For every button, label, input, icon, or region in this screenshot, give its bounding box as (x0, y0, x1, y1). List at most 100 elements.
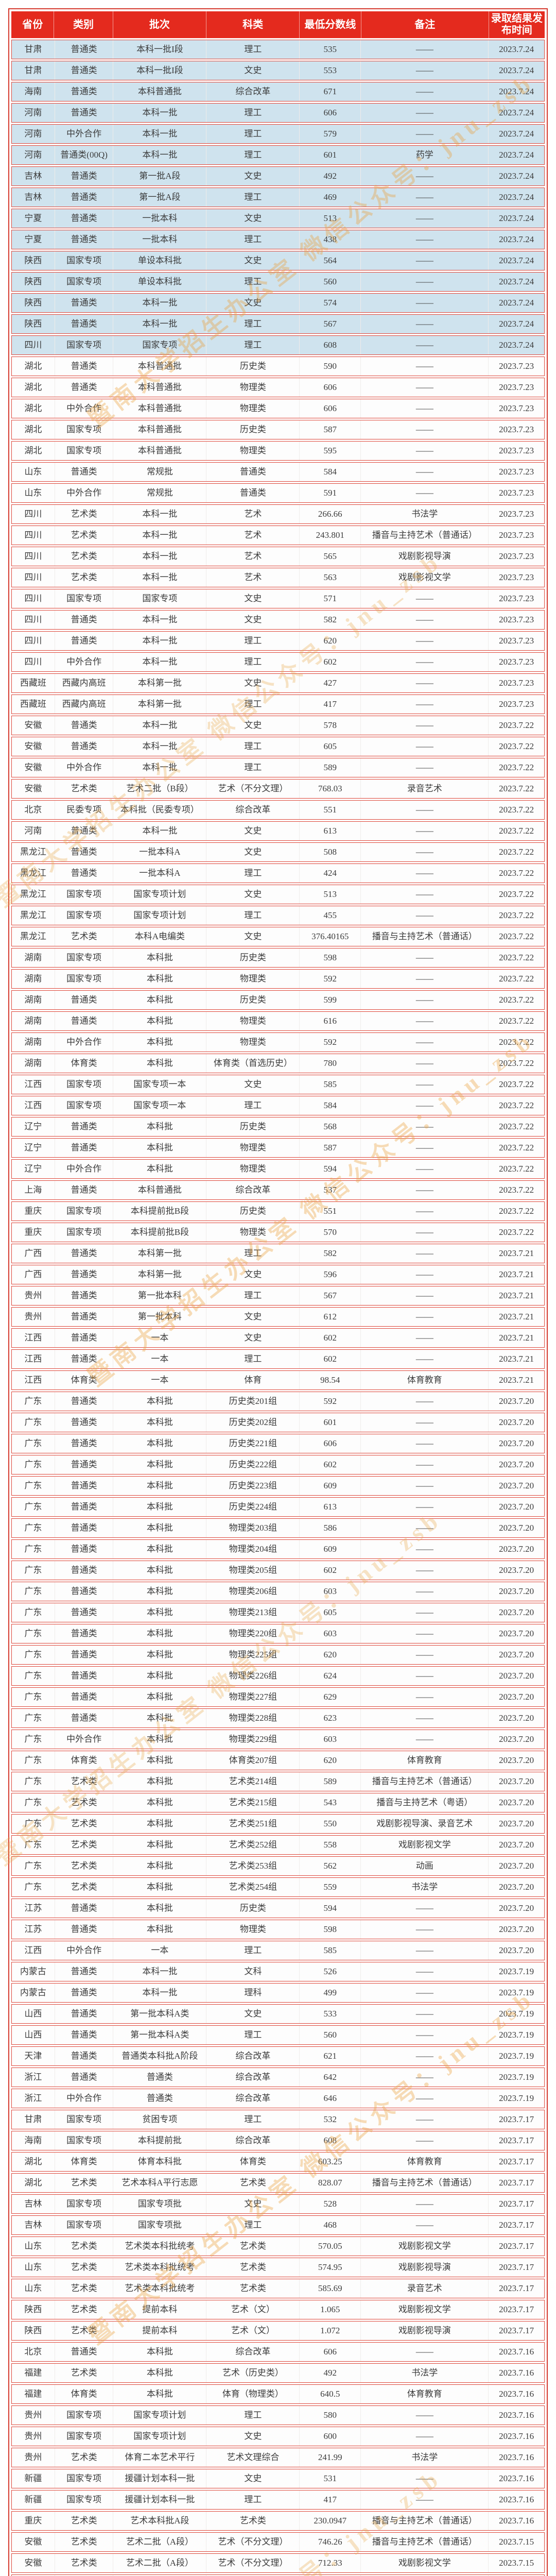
cell-province: 广东 (24, 1671, 42, 1681)
cell-category: 普通类 (54, 2343, 113, 2361)
cell-category: 国家专项 (54, 1223, 113, 1242)
cell-province: 四川 (24, 615, 42, 625)
table-row: 贵州 国家专项 国家专项计划 文史 600 —— 2023.7.16 (11, 2427, 545, 2446)
cell-batch: 体育二本艺术平行 (113, 2448, 206, 2467)
cell-subject: 历史类223组 (206, 1477, 299, 1495)
table-row: 甘肃 普通类 本科一批I段 理工 535 —— 2023.7.24 (11, 40, 545, 59)
table-row: 海南 国家专项 本科提前批 综合改革 608 —— 2023.7.17 (11, 2131, 545, 2150)
cell-batch: 第一批本科 (113, 1286, 206, 1305)
table-row: 广东 普通类 本科批 物理类225组 620 —— 2023.7.20 (11, 1645, 545, 1665)
cell-category: 普通类 (54, 716, 113, 735)
cell-subject: 理工 (206, 2490, 299, 2509)
cell-publish-date: 2023.7.23 (488, 653, 544, 671)
cell-category: 国家专项 (54, 2575, 113, 2576)
table-body: 甘肃 普通类 本科一批I段 理工 535 —— 2023.7.24 甘肃 普通类 本科一批I段 文史… (11, 40, 545, 2576)
cell-province: 广东 (24, 1565, 42, 1575)
cell-province: 广东 (24, 1586, 42, 1597)
cell-province: 河南 (24, 150, 42, 160)
cell-subject: 文史 (206, 2195, 299, 2213)
cell-category: 普通类 (54, 1709, 113, 1727)
cell-remark: 播音与主持艺术（粤语） (360, 1793, 488, 1812)
cell-publish-date: 2023.7.20 (488, 1434, 544, 1453)
column-header-min-score: 最低分数线 (299, 11, 360, 38)
cell-province: 广东 (24, 1734, 42, 1744)
table-row: 陕西 普通类 本科一批 理工 567 —— 2023.7.24 (11, 314, 545, 334)
cell-batch: 国家专项一本 (113, 1096, 206, 1115)
cell-category: 普通类 (54, 2047, 113, 2065)
cell-batch: 本科批 (113, 1139, 206, 1157)
cell-category: 艺术类 (54, 2300, 113, 2319)
cell-subject: 物理类 (206, 1160, 299, 1178)
cell-subject: 理工 (206, 188, 299, 207)
cell-remark: 戏剧影视文学 (360, 1836, 488, 1854)
cell-min-score: 587 (299, 1139, 360, 1157)
cell-remark: —— (360, 378, 488, 397)
cell-subject: 普通类 (206, 484, 299, 502)
cell-publish-date: 2023.7.20 (488, 1455, 544, 1474)
cell-province: 河南 (24, 129, 42, 139)
cell-subject: 物理类 (206, 1033, 299, 1052)
cell-remark: —— (360, 1350, 488, 1368)
cell-category: 体育类 (54, 2153, 113, 2171)
cell-category: 国家专项 (54, 442, 113, 460)
cell-remark: —— (360, 2110, 488, 2129)
cell-province: 黑龙江 (20, 931, 46, 942)
cell-category: 国家专项 (54, 420, 113, 439)
cell-remark: —— (360, 2005, 488, 2023)
table-row: 安徽国家专项国家专项计划理工610——2023.7.15 (11, 2574, 545, 2576)
cell-batch: 本科批 (113, 1751, 206, 1770)
cell-remark: —— (360, 1920, 488, 1939)
cell-remark: —— (360, 653, 488, 671)
cell-batch: 本科一批 (113, 737, 206, 756)
cell-batch: 本科批 (113, 1033, 206, 1052)
cell-province: 湖北 (24, 382, 42, 393)
cell-province: 四川 (24, 509, 42, 519)
cell-publish-date: 2023.7.23 (488, 378, 544, 397)
cell-publish-date: 2023.7.15 (488, 2575, 544, 2576)
table-row: 西藏班 西藏内高班 本科第一批 文史 427 —— 2023.7.23 (11, 673, 545, 693)
cell-remark: —— (360, 970, 488, 988)
cell-remark: —— (360, 2469, 488, 2488)
cell-batch: 本科一批 (113, 315, 206, 333)
cell-publish-date: 2023.7.20 (488, 1751, 544, 1770)
cell-category: 西藏内高班 (54, 674, 113, 692)
cell-province: 广西 (24, 1269, 42, 1280)
cell-min-score: 620 (299, 1646, 360, 1664)
cell-min-score: 601 (299, 146, 360, 164)
table-row: 广东 普通类 本科批 历史类224组 613 —— 2023.7.20 (11, 1497, 545, 1517)
cell-batch: 本科一批 (113, 146, 206, 164)
cell-remark: 书法学 (360, 1878, 488, 1896)
cell-province: 北京 (24, 805, 42, 815)
table-row: 吉林 普通类 第一批A段 文史 492 —— 2023.7.24 (11, 166, 545, 186)
table-row: 西藏班 西藏内高班 本科第一批 理工 417 —— 2023.7.23 (11, 694, 545, 714)
cell-remark: —— (360, 1646, 488, 1664)
cell-remark: 戏剧影视文学 (360, 2237, 488, 2256)
cell-batch: 本科批 (113, 1709, 206, 1727)
cell-remark: —— (360, 2131, 488, 2150)
cell-remark: 书法学 (360, 2448, 488, 2467)
cell-publish-date: 2023.7.23 (488, 589, 544, 608)
cell-min-score: 559 (299, 1878, 360, 1896)
cell-province: 西藏班 (20, 699, 46, 709)
table-row: 山东 普通类 常规批 普通类 584 —— 2023.7.23 (11, 462, 545, 482)
cell-remark: —— (360, 2026, 488, 2044)
table-row: 山西 普通类 第一批本科A类 理工 560 —— 2023.7.19 (11, 2025, 545, 2045)
cell-province: 广东 (24, 1713, 42, 1723)
cell-remark: —— (360, 40, 488, 59)
cell-province: 贵州 (24, 2452, 42, 2463)
cell-batch: 本科批 (113, 1392, 206, 1411)
cell-remark: —— (360, 1160, 488, 1178)
cell-category: 艺术类 (54, 2258, 113, 2277)
cell-batch: 本科提前批B段 (113, 1202, 206, 1221)
cell-publish-date: 2023.7.24 (488, 61, 544, 80)
cell-publish-date: 2023.7.24 (488, 82, 544, 101)
cell-remark: —— (360, 1117, 488, 1136)
cell-batch: 本科批 (113, 1160, 206, 1178)
cell-batch: 本科第一批 (113, 695, 206, 714)
cell-publish-date: 2023.7.20 (488, 1836, 544, 1854)
cell-remark: —— (360, 273, 488, 291)
cell-publish-date: 2023.7.22 (488, 1117, 544, 1136)
cell-subject: 物理类213组 (206, 1603, 299, 1622)
cell-remark: —— (360, 1054, 488, 1073)
cell-province: 海南 (24, 87, 42, 97)
